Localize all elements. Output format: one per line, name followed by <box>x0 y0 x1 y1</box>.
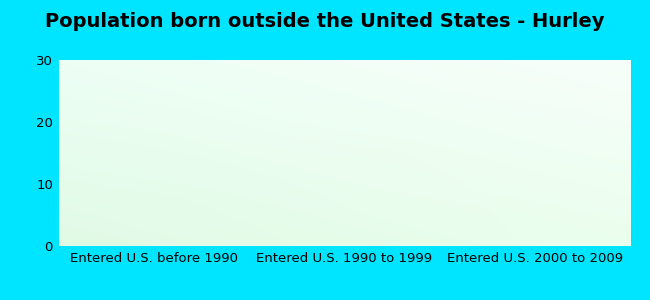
Text: Population born outside the United States - Hurley: Population born outside the United State… <box>46 12 605 31</box>
Bar <box>488 147 583 246</box>
Text: City-Data.com: City-Data.com <box>528 66 625 79</box>
Bar <box>106 103 202 246</box>
